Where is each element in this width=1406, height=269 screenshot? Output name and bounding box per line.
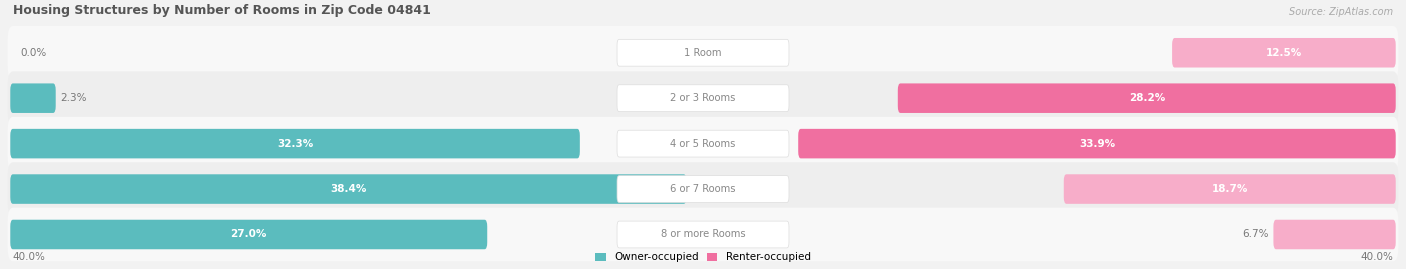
- Text: 6.7%: 6.7%: [1243, 229, 1270, 239]
- FancyBboxPatch shape: [7, 117, 1399, 171]
- Text: 18.7%: 18.7%: [1212, 184, 1249, 194]
- Text: 8 or more Rooms: 8 or more Rooms: [661, 229, 745, 239]
- FancyBboxPatch shape: [898, 83, 1396, 113]
- Text: Housing Structures by Number of Rooms in Zip Code 04841: Housing Structures by Number of Rooms in…: [13, 4, 430, 17]
- FancyBboxPatch shape: [799, 129, 1396, 158]
- FancyBboxPatch shape: [617, 176, 789, 203]
- FancyBboxPatch shape: [617, 85, 789, 112]
- FancyBboxPatch shape: [10, 83, 56, 113]
- Text: 33.9%: 33.9%: [1078, 139, 1115, 148]
- Text: Source: ZipAtlas.com: Source: ZipAtlas.com: [1289, 7, 1393, 17]
- Text: 2 or 3 Rooms: 2 or 3 Rooms: [671, 93, 735, 103]
- Text: 40.0%: 40.0%: [1360, 252, 1393, 262]
- Text: 40.0%: 40.0%: [13, 252, 46, 262]
- Text: 4 or 5 Rooms: 4 or 5 Rooms: [671, 139, 735, 148]
- FancyBboxPatch shape: [10, 220, 488, 249]
- FancyBboxPatch shape: [10, 129, 579, 158]
- Text: 38.4%: 38.4%: [330, 184, 367, 194]
- FancyBboxPatch shape: [617, 221, 789, 248]
- Text: 32.3%: 32.3%: [277, 139, 314, 148]
- FancyBboxPatch shape: [7, 162, 1399, 216]
- FancyBboxPatch shape: [10, 174, 686, 204]
- FancyBboxPatch shape: [1274, 220, 1396, 249]
- Text: 28.2%: 28.2%: [1129, 93, 1166, 103]
- Text: 6 or 7 Rooms: 6 or 7 Rooms: [671, 184, 735, 194]
- Text: 27.0%: 27.0%: [231, 229, 267, 239]
- FancyBboxPatch shape: [1173, 38, 1396, 68]
- Text: 0.0%: 0.0%: [20, 48, 46, 58]
- Text: 1 Room: 1 Room: [685, 48, 721, 58]
- FancyBboxPatch shape: [7, 26, 1399, 80]
- FancyBboxPatch shape: [617, 130, 789, 157]
- FancyBboxPatch shape: [1064, 174, 1396, 204]
- Text: 2.3%: 2.3%: [60, 93, 87, 103]
- FancyBboxPatch shape: [7, 208, 1399, 261]
- FancyBboxPatch shape: [617, 39, 789, 66]
- Text: 12.5%: 12.5%: [1265, 48, 1302, 58]
- Legend: Owner-occupied, Renter-occupied: Owner-occupied, Renter-occupied: [591, 248, 815, 266]
- FancyBboxPatch shape: [7, 71, 1399, 125]
